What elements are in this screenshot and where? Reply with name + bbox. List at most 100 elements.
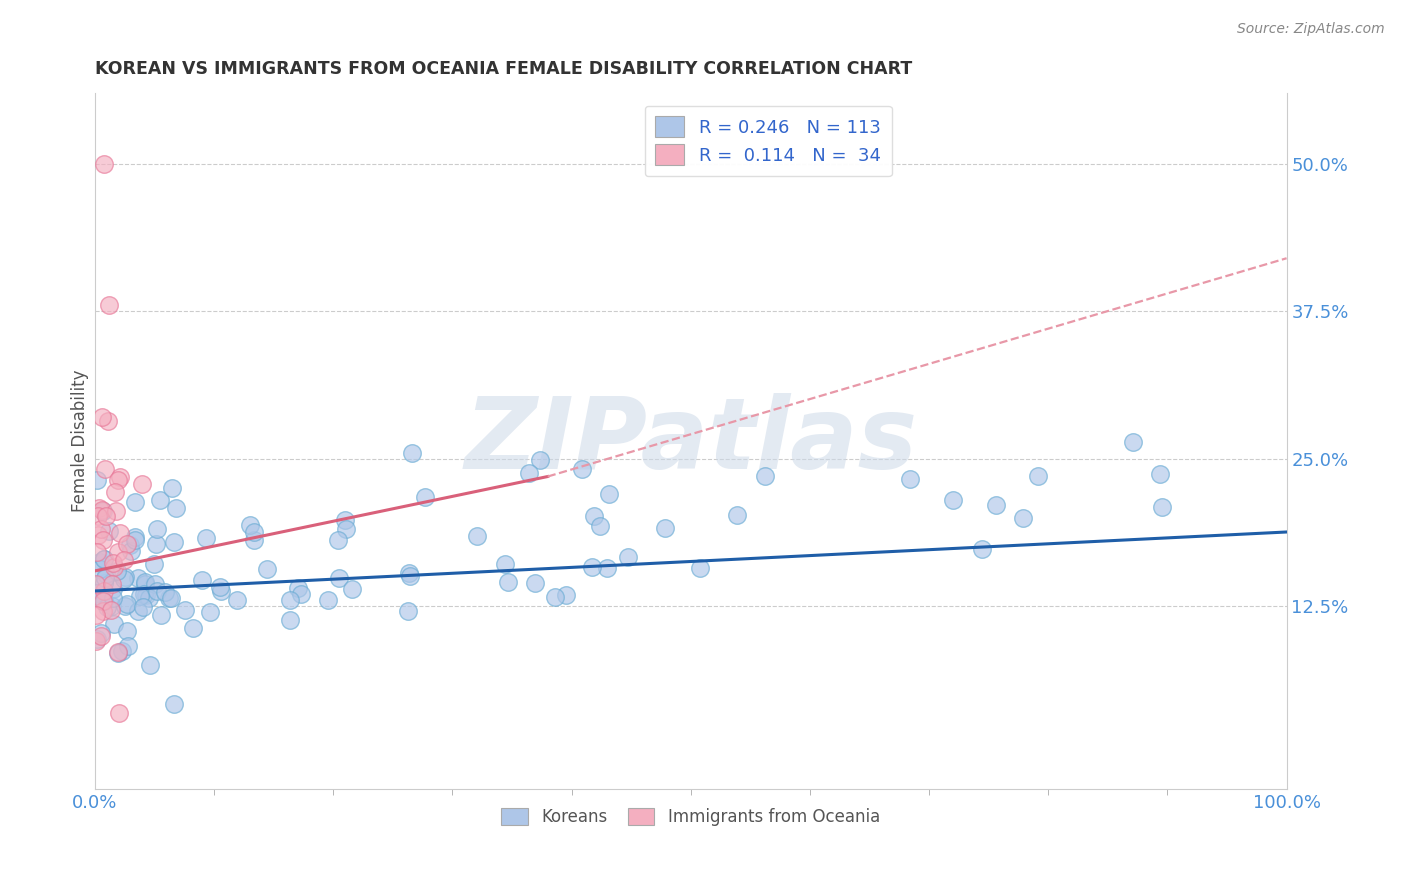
Point	[316, 592, 339, 607]
Point	[127, 604, 149, 618]
Point	[84, 577, 107, 591]
Point	[191, 573, 214, 587]
Point	[124, 530, 146, 544]
Point	[101, 591, 124, 606]
Point	[104, 485, 127, 500]
Point	[581, 559, 603, 574]
Point	[108, 469, 131, 483]
Y-axis label: Female Disability: Female Disability	[72, 370, 89, 512]
Point	[128, 589, 150, 603]
Point	[256, 562, 278, 576]
Point	[96, 600, 118, 615]
Point	[124, 533, 146, 547]
Point	[93, 594, 115, 608]
Point	[1122, 434, 1144, 449]
Point	[103, 559, 125, 574]
Point	[117, 639, 139, 653]
Point	[86, 586, 108, 600]
Point	[90, 626, 112, 640]
Point	[328, 533, 350, 547]
Point	[1150, 500, 1173, 515]
Point	[149, 493, 172, 508]
Point	[114, 570, 136, 584]
Point	[91, 504, 114, 518]
Point	[87, 528, 110, 542]
Point	[465, 528, 488, 542]
Point	[153, 585, 176, 599]
Point	[654, 521, 676, 535]
Legend: Koreans, Immigrants from Oceania: Koreans, Immigrants from Oceania	[495, 802, 887, 833]
Point	[598, 487, 620, 501]
Point	[335, 512, 357, 526]
Point	[89, 555, 111, 569]
Text: Source: ZipAtlas.com: Source: ZipAtlas.com	[1237, 22, 1385, 37]
Point	[142, 558, 165, 572]
Text: KOREAN VS IMMIGRANTS FROM OCEANIA FEMALE DISABILITY CORRELATION CHART: KOREAN VS IMMIGRANTS FROM OCEANIA FEMALE…	[94, 60, 912, 78]
Point	[582, 508, 605, 523]
Point	[529, 453, 551, 467]
Point	[91, 533, 114, 548]
Point	[84, 608, 107, 623]
Point	[754, 469, 776, 483]
Point	[146, 583, 169, 598]
Point	[163, 697, 186, 711]
Point	[146, 522, 169, 536]
Point	[1149, 467, 1171, 481]
Point	[209, 584, 232, 599]
Point	[243, 525, 266, 540]
Point	[898, 472, 921, 486]
Point	[86, 545, 108, 559]
Point	[555, 588, 578, 602]
Point	[93, 462, 115, 476]
Point	[617, 550, 640, 565]
Point	[181, 621, 204, 635]
Point	[86, 591, 108, 605]
Point	[942, 492, 965, 507]
Point	[398, 566, 420, 580]
Point	[90, 410, 112, 425]
Point	[143, 577, 166, 591]
Point	[124, 495, 146, 509]
Point	[94, 508, 117, 523]
Point	[91, 604, 114, 618]
Point	[163, 535, 186, 549]
Point	[496, 575, 519, 590]
Point	[198, 606, 221, 620]
Point	[287, 582, 309, 596]
Point	[115, 537, 138, 551]
Point	[1012, 510, 1035, 524]
Point	[517, 467, 540, 481]
Point	[115, 624, 138, 638]
Point	[91, 594, 114, 608]
Point	[173, 603, 195, 617]
Point	[84, 633, 107, 648]
Point	[340, 582, 363, 597]
Point	[689, 561, 711, 575]
Point	[138, 591, 160, 605]
Point	[91, 502, 114, 516]
Point	[97, 414, 120, 428]
Point	[984, 498, 1007, 512]
Point	[278, 593, 301, 607]
Point	[134, 577, 156, 591]
Point	[127, 571, 149, 585]
Point	[596, 561, 619, 575]
Point	[157, 591, 180, 605]
Point	[107, 545, 129, 559]
Point	[94, 566, 117, 581]
Point	[290, 587, 312, 601]
Point	[98, 524, 121, 538]
Point	[494, 557, 516, 571]
Point	[132, 587, 155, 601]
Point	[725, 508, 748, 523]
Point	[107, 706, 129, 720]
Point	[160, 591, 183, 606]
Point	[165, 500, 187, 515]
Point	[112, 572, 135, 586]
Point	[139, 657, 162, 672]
Point	[226, 592, 249, 607]
Point	[588, 518, 610, 533]
Point	[93, 571, 115, 585]
Point	[571, 462, 593, 476]
Point	[120, 543, 142, 558]
